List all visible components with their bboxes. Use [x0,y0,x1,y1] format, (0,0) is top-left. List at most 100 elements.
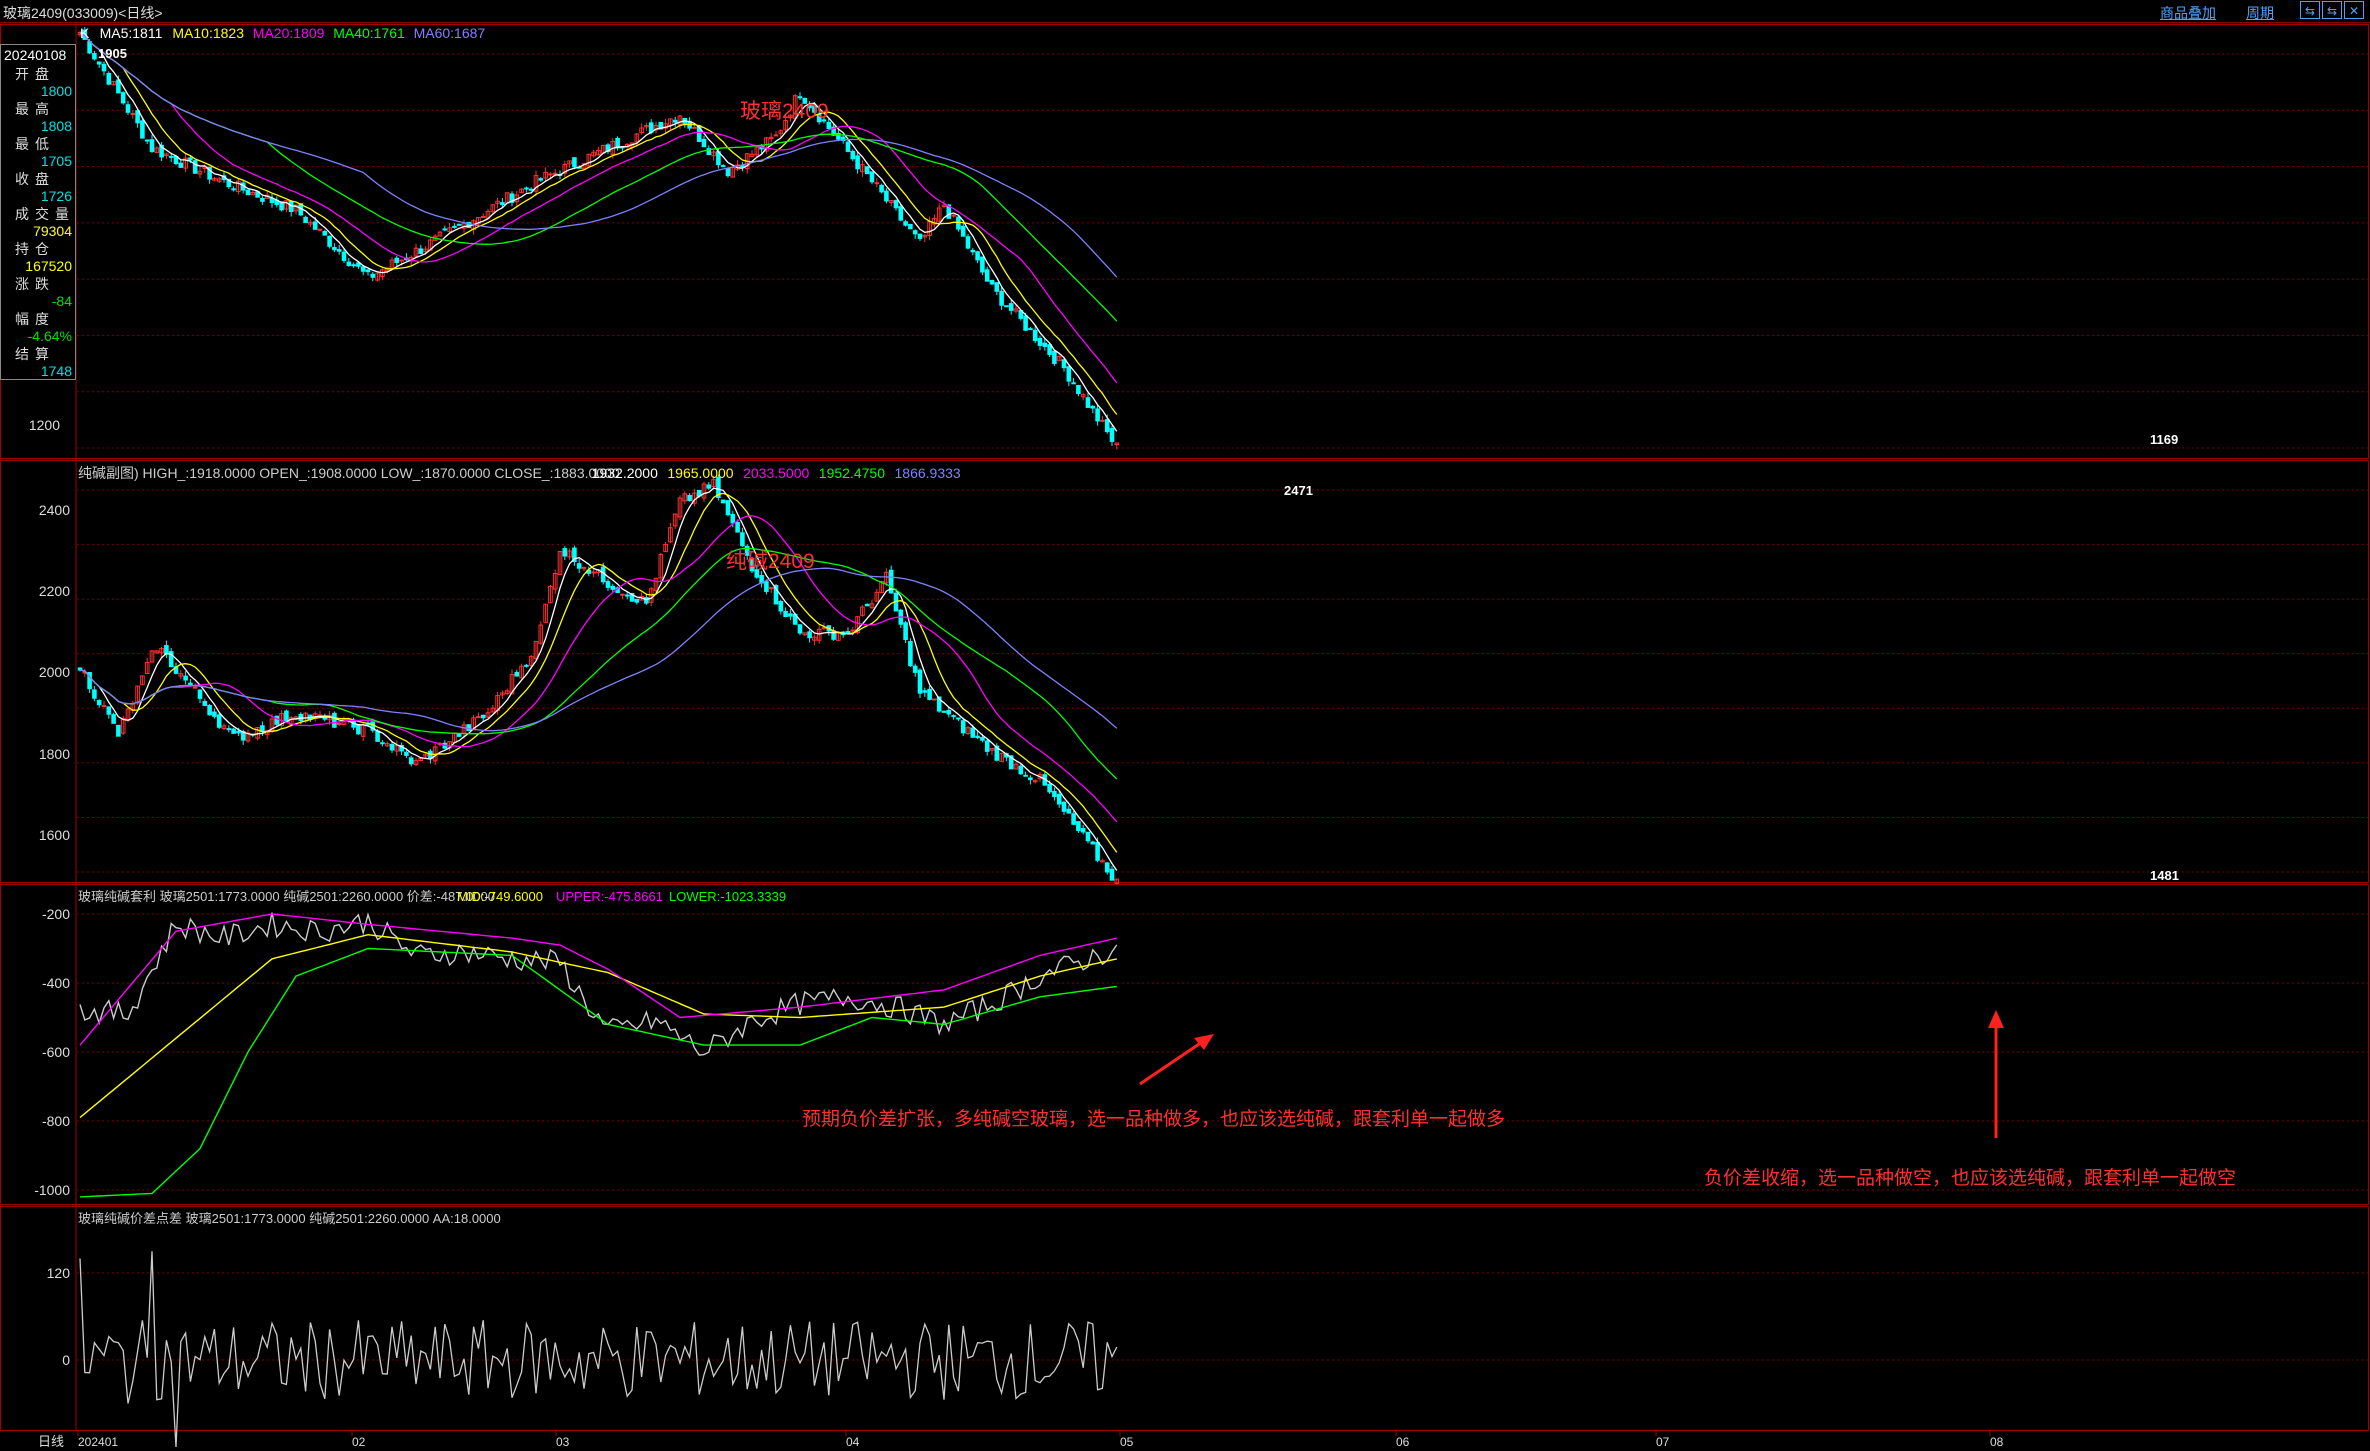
candle-body [912,665,918,673]
period-link[interactable]: 周期 [2246,5,2274,21]
x-tick-label: 08 [1990,1435,2004,1449]
candle-body [658,121,664,130]
arrow-expand [1139,1036,1209,1086]
candle-body [960,720,966,734]
candle-body [1028,777,1033,781]
spread-series-line [79,947,1117,1198]
candle-body [456,223,462,226]
info-label: 最低 [15,136,55,152]
candle-body [332,247,337,251]
candle-body [989,279,995,285]
candle-body [653,577,659,591]
candle-body [1023,774,1028,777]
info-label: 涨跌 [15,276,55,292]
candle-body [92,53,97,60]
overlay-commodity-link[interactable]: 商品叠加 [2160,5,2216,21]
candle-body [519,188,524,193]
spread-series-line [79,933,1117,1119]
candle-body [92,689,97,699]
candle-body [1032,780,1038,783]
candle-body [135,685,140,704]
candle-body [476,216,481,225]
candle-body [384,742,390,747]
candle-body [860,606,865,616]
candle-body [596,149,601,156]
spread-legend-item: MID:-749.6000 [457,889,543,904]
candle-body [591,151,596,157]
candle-body [821,627,827,630]
ma20-line [79,515,1118,823]
candle-body [567,160,572,165]
candle-body [965,236,971,249]
candle-body [677,497,683,518]
candle-body [1061,359,1067,369]
candle-body [999,752,1004,762]
spread-legend-item: 玻璃纯碱套利 玻璃2501:1773.0000 纯碱2501:2260.0000… [78,889,495,904]
ma60-line [79,567,1118,732]
candle-body [576,563,582,569]
candle-body [524,187,529,190]
arrow-contract-head [1988,1010,2004,1028]
candle-body [509,673,515,695]
spread-note-expand: 预期负价差扩张，多纯碱空玻璃，选一品种做多，也应该选纯碱，跟套利单一起做多 [802,1108,1505,1130]
candle-body [332,712,337,728]
candle-body [1037,337,1043,346]
candle-body [922,234,928,238]
ma60-line [79,32,1118,278]
candle-body [975,251,980,261]
candle-body [111,80,116,86]
ma40-line [79,547,1118,780]
restore-button[interactable]: ⇆ [2300,1,2320,19]
candle-body [221,725,227,730]
candle-body [216,714,222,728]
candle-body [754,146,760,156]
candle-body [528,656,534,666]
candle-body [1076,385,1081,395]
candle-body [682,493,688,502]
candle-body [192,160,198,174]
info-value: -4.64% [27,328,72,344]
candle-body [447,227,452,232]
candle-body [466,724,472,732]
info-value: 1808 [40,118,72,134]
candle-body [260,197,265,202]
candle-body [572,547,577,563]
y-tick-label: 0 [62,1352,70,1368]
candle-body [908,223,913,230]
candle-body [720,499,726,504]
x-tick-label: 07 [1656,1435,1670,1449]
candle-body [797,96,803,99]
candle-body [908,641,913,667]
candle-body [994,745,1000,761]
resize-button[interactable]: ⇆ [2322,1,2342,19]
candle-body [850,629,856,632]
y-tick-label: -1000 [34,1182,70,1198]
candle-body [399,259,404,262]
candle-body [764,581,769,592]
candle-body [1018,765,1024,775]
candle-body [984,740,990,752]
candle-body [255,727,260,739]
candle-body [999,290,1004,306]
candle-body [951,214,956,217]
candle-body [1090,405,1096,409]
candle-body [749,153,755,157]
candle-body [720,165,726,168]
candle-body [96,700,102,706]
candle-body [231,188,236,191]
candle-body [380,742,385,745]
candle-body [207,704,212,716]
candle-body [360,266,366,272]
candle-body [490,707,496,713]
candle-body [125,104,131,113]
info-value: 1748 [40,363,72,379]
candle-body [927,688,932,700]
candle-body [168,651,174,668]
candle-body [644,124,649,128]
candle-body [620,593,625,596]
candle-body [783,120,788,131]
close-button[interactable]: ✕ [2344,1,2364,19]
glass-legend-item: MA60:1687 [414,25,486,41]
glass-legend-item: K [80,25,90,41]
